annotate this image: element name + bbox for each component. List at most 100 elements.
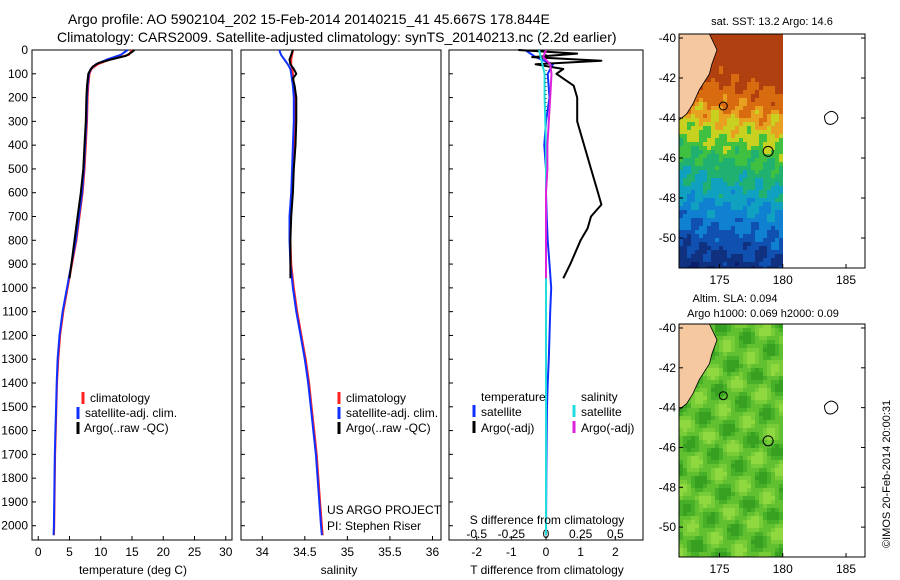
map-cell (707, 242, 711, 246)
map-cell (779, 158, 783, 162)
map-cell (779, 516, 783, 520)
map-cell (719, 174, 723, 178)
map-cell (771, 138, 775, 142)
map-cell (695, 544, 699, 548)
map-cell (759, 242, 763, 246)
map-cell (723, 428, 727, 432)
map-cell (755, 242, 759, 246)
map-cell (739, 166, 743, 170)
map-cell (695, 500, 699, 504)
map-cell (727, 134, 731, 138)
map-cell (747, 142, 751, 146)
map-cell (771, 110, 775, 114)
map-cell (711, 420, 715, 424)
map-cell (759, 126, 763, 130)
map-cell (775, 416, 779, 420)
map-cell (703, 214, 707, 218)
map-cell (767, 356, 771, 360)
map-cell (683, 222, 687, 226)
map-cell (707, 78, 711, 82)
map-cell (723, 396, 727, 400)
map-cell (743, 464, 747, 468)
s-tick-label: 0.5 (607, 527, 624, 541)
map-cell (743, 66, 747, 70)
map-cell (775, 206, 779, 210)
map-cell (743, 214, 747, 218)
map-cell (723, 242, 727, 246)
map-cell (771, 412, 775, 416)
map-cell (735, 206, 739, 210)
map-cell (739, 536, 743, 540)
map-cell (727, 452, 731, 456)
map-y-tick-label: -48 (659, 480, 677, 494)
map-cell (703, 388, 707, 392)
map-cell (767, 134, 771, 138)
map-cell (727, 198, 731, 202)
map-cell (691, 452, 695, 456)
map-cell (699, 110, 703, 114)
map-cell (759, 520, 763, 524)
map-cell (699, 126, 703, 130)
map-cell (731, 524, 735, 528)
map-cell (755, 532, 759, 536)
map-cell (743, 198, 747, 202)
map-cell (767, 388, 771, 392)
map-cell (711, 480, 715, 484)
map-cell (731, 262, 735, 266)
map-cell (703, 186, 707, 190)
map-cell (707, 150, 711, 154)
map-cell (735, 516, 739, 520)
map-cell (707, 472, 711, 476)
map-cell (747, 54, 751, 58)
map-cell (699, 524, 703, 528)
map-cell (707, 484, 711, 488)
map-cell (755, 254, 759, 258)
map-cell (679, 412, 683, 416)
map-cell (699, 230, 703, 234)
map-cell (763, 166, 767, 170)
map-cell (691, 404, 695, 408)
map-cell (755, 246, 759, 250)
map-cell (735, 528, 739, 532)
map-cell (755, 86, 759, 90)
map-cell (727, 436, 731, 440)
map-cell (759, 500, 763, 504)
map-cell (715, 484, 719, 488)
map-cell (687, 182, 691, 186)
map-cell (755, 198, 759, 202)
map-cell (767, 448, 771, 452)
map-cell (739, 186, 743, 190)
map-cell (763, 94, 767, 98)
map-cell (759, 90, 763, 94)
map-cell (739, 178, 743, 182)
map-cell (727, 202, 731, 206)
map-cell (779, 182, 783, 186)
map-cell (779, 234, 783, 238)
map-cell (759, 70, 763, 74)
map-cell (779, 242, 783, 246)
map-cell (715, 372, 719, 376)
map-cell (731, 162, 735, 166)
map-cell (743, 182, 747, 186)
map-cell (723, 150, 727, 154)
map-cell (719, 190, 723, 194)
map-cell (747, 170, 751, 174)
map-cell (715, 432, 719, 436)
map-cell (779, 436, 783, 440)
map-cell (739, 464, 743, 468)
map-cell (747, 480, 751, 484)
map-cell (739, 524, 743, 528)
map-cell (679, 190, 683, 194)
map-cell (727, 484, 731, 488)
map-cell (715, 78, 719, 82)
map-cell (731, 142, 735, 146)
map-cell (727, 154, 731, 158)
map-cell (731, 448, 735, 452)
map-cell (739, 258, 743, 262)
map-cell (711, 464, 715, 468)
map-cell (731, 500, 735, 504)
map-cell (779, 544, 783, 548)
map-cell (703, 484, 707, 488)
map-cell (711, 392, 715, 396)
map-cell (755, 98, 759, 102)
